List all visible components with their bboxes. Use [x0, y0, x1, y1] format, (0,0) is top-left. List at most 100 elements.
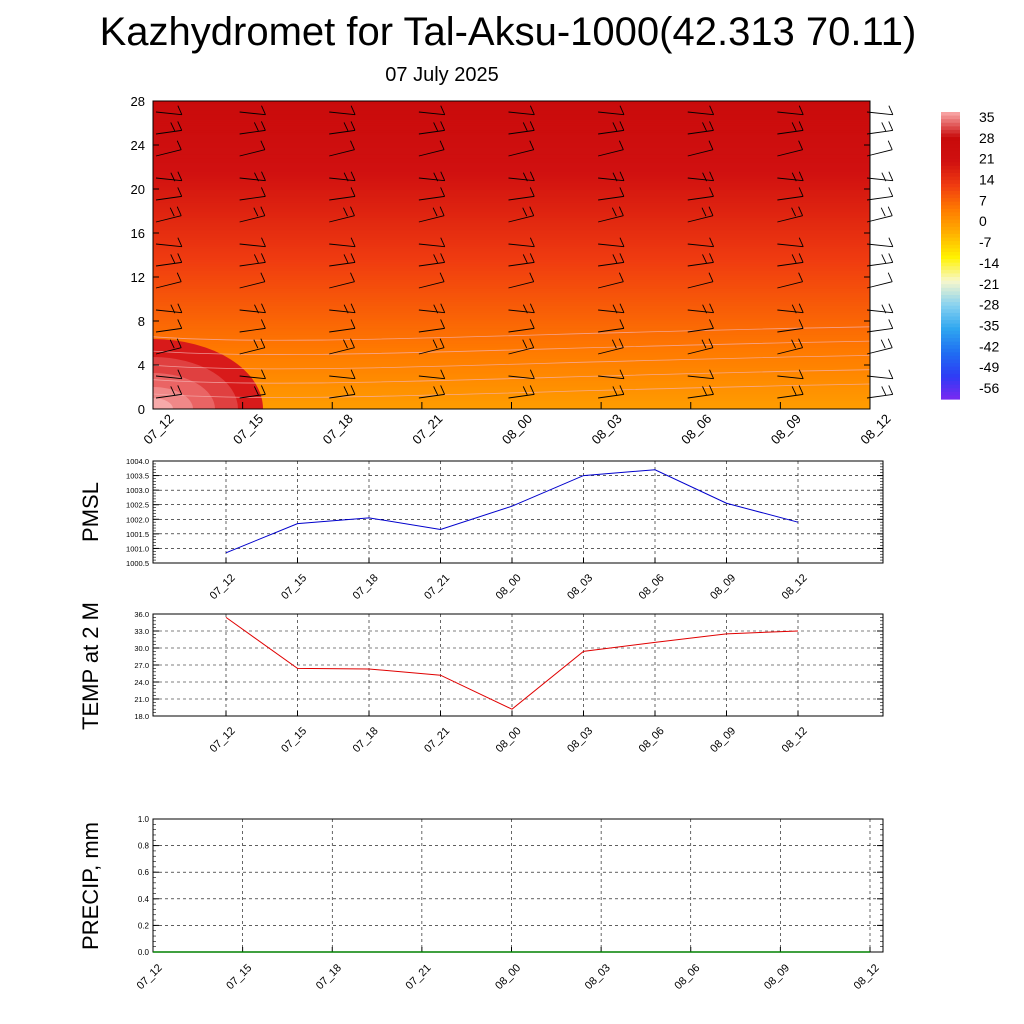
barb-feather — [709, 187, 714, 197]
barb-feather — [529, 121, 535, 131]
barb-feather — [350, 369, 356, 379]
x-tick-label: 07_12 — [208, 725, 238, 755]
barb-shaft — [598, 375, 625, 380]
wind-barb — [866, 319, 894, 333]
temperature-band — [153, 400, 870, 403]
temperature-band — [153, 195, 870, 199]
temperature-band — [153, 186, 870, 190]
colorbar-segment — [941, 112, 960, 117]
temperature-band — [153, 215, 870, 219]
wind-barb — [239, 187, 266, 201]
colorbar-segment — [941, 391, 960, 397]
barb-feather — [261, 369, 266, 379]
x-tick-label: 07_21 — [422, 572, 452, 602]
temperature-band — [153, 365, 870, 368]
temperature-band — [153, 180, 870, 183]
barb-feather — [350, 385, 356, 395]
barb-shaft — [866, 149, 893, 157]
temperature-band — [153, 358, 870, 362]
wind-barbs — [155, 105, 894, 399]
barb-feather — [618, 140, 624, 150]
temperature-band — [153, 338, 870, 342]
temperature-band — [153, 167, 870, 170]
heatmap-x-tick-label: 07_15 — [230, 411, 266, 447]
colorbar-segment — [941, 140, 960, 145]
barb-shaft — [329, 375, 356, 380]
wind-barb — [508, 121, 535, 135]
wind-barb — [777, 171, 804, 182]
colorbar-segment — [941, 316, 960, 321]
colorbar-label: -35 — [979, 317, 999, 333]
temperature-band — [153, 123, 870, 126]
temperature-band — [153, 222, 870, 225]
barb-feather — [618, 338, 624, 348]
barb-feather — [260, 253, 266, 263]
y-tick-label: 21.0 — [134, 695, 149, 704]
barb-feather — [798, 171, 804, 181]
barb-feather — [702, 254, 707, 264]
temperature-band — [153, 164, 870, 168]
barb-feather — [350, 338, 355, 348]
temperature-band — [153, 299, 870, 302]
wind-barb — [777, 303, 804, 314]
temperature-band — [153, 343, 870, 346]
x-tick-label: 07_15 — [279, 572, 309, 602]
barb-shaft — [598, 327, 624, 333]
y-axis-label: TEMP at 2 M — [78, 602, 103, 730]
temperature-band — [153, 369, 870, 373]
barb-feather — [619, 187, 625, 197]
barb-feather — [888, 121, 894, 131]
barb-shaft — [687, 375, 714, 380]
barb-feather — [170, 122, 176, 132]
barb-shaft — [598, 195, 624, 201]
wind-barb — [598, 369, 625, 380]
y-tick-label: 0.2 — [138, 921, 150, 930]
barb-feather — [611, 207, 617, 217]
barb-feather — [343, 386, 349, 396]
barb-feather — [177, 253, 183, 263]
y-tick-label: 24.0 — [134, 678, 149, 687]
temperature-band — [153, 178, 870, 181]
temperature-band — [153, 288, 870, 291]
wind-barb — [508, 253, 535, 267]
barb-feather — [798, 206, 804, 216]
colorbar-segment — [941, 305, 960, 310]
colorbar-segment — [941, 370, 960, 375]
barb-feather — [881, 122, 887, 132]
wind-barb — [866, 272, 893, 289]
barb-shaft — [687, 149, 714, 157]
barb-feather — [791, 254, 797, 264]
heatmap-x-tick-label: 08_00 — [499, 411, 535, 447]
temperature-band — [153, 303, 870, 307]
wind-barb — [687, 319, 714, 333]
wind-barb — [598, 140, 624, 157]
colorbar-segment — [941, 280, 960, 285]
panel-frame — [152, 460, 884, 564]
wind-barb — [687, 140, 714, 157]
barb-feather — [433, 254, 439, 264]
barb-feather — [888, 253, 894, 263]
barb-shaft — [155, 177, 182, 182]
temperature-band — [153, 321, 870, 324]
wind-barb — [598, 171, 625, 182]
colorbar — [941, 112, 960, 400]
x-tick-label: 07_12 — [208, 572, 238, 602]
temperature-band — [153, 347, 870, 351]
temperature-band — [153, 259, 870, 263]
heatmap-x-tick-label: 07_18 — [320, 411, 356, 447]
temperature-band — [153, 310, 870, 313]
barb-shaft — [329, 149, 355, 157]
temperature-band — [153, 349, 870, 353]
temperature-band — [153, 360, 870, 364]
barb-feather — [440, 319, 446, 329]
barb-feather — [260, 272, 266, 282]
barb-feather — [798, 237, 804, 247]
barb-feather — [619, 253, 625, 263]
barb-shaft — [239, 393, 266, 399]
barb-feather — [260, 121, 266, 131]
heatmap-y-tick-label: 0 — [138, 402, 145, 417]
barb-shaft — [329, 195, 356, 201]
temperature-band — [153, 316, 870, 320]
wind-barb — [687, 253, 714, 267]
barb-feather — [619, 237, 625, 247]
